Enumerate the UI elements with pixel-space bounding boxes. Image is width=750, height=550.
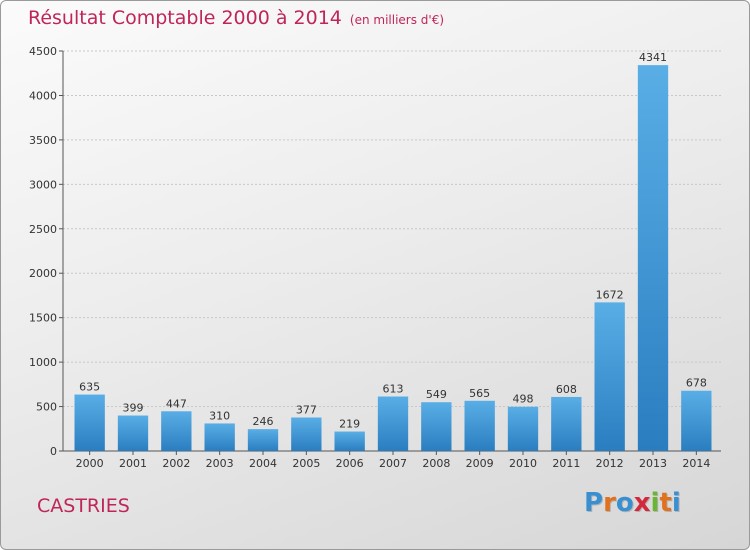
chart-title: Résultat Comptable 2000 à 2014 (en millie… [28,7,444,29]
y-tick-label: 0 [50,445,57,458]
logo-letter: o [615,488,634,518]
x-tick-label: 2002 [162,457,190,470]
x-tick-label: 2012 [596,457,624,470]
location-label: CASTRIES [37,495,130,517]
y-tick-label: 4000 [29,89,57,102]
data-label: 310 [209,409,230,422]
data-label: 608 [556,383,577,396]
x-tick-label: 2001 [119,457,147,470]
bar [681,390,712,451]
logo-letter: r [603,488,616,518]
x-tick-label: 2014 [682,457,710,470]
y-tick-label: 1000 [29,356,57,369]
x-tick-label: 2000 [76,457,104,470]
data-label: 377 [296,403,317,416]
data-label: 4341 [639,51,667,64]
y-tick-label: 3000 [29,178,57,191]
bar [161,411,192,451]
x-tick-label: 2004 [249,457,277,470]
bar [247,429,279,451]
bar [74,394,105,451]
bar [637,65,669,451]
x-tick-label: 2008 [422,457,450,470]
logo-letter: P [584,488,604,518]
bar [551,396,582,451]
bar [421,402,452,451]
bar [464,400,495,451]
logo-letter: i [671,488,681,518]
x-tick-label: 2007 [379,457,407,470]
data-label: 399 [123,402,144,415]
y-tick-label: 4500 [29,45,57,58]
y-tick-label: 2500 [29,223,57,236]
bar [117,415,149,451]
data-label: 635 [79,381,100,394]
bar [377,396,409,451]
y-tick-label: 500 [36,401,57,414]
bar [334,431,365,451]
data-label: 246 [253,415,274,428]
proxiti-logo: Proxiti [584,488,681,518]
data-label: 678 [686,377,707,390]
x-tick-label: 2013 [639,457,667,470]
data-label: 447 [166,397,187,410]
y-tick-label: 2000 [29,267,57,280]
logo-letter: t [659,488,672,518]
x-tick-label: 2006 [336,457,364,470]
logo-letter: x [633,488,651,518]
bar [204,423,235,451]
data-label: 565 [469,387,490,400]
chart-title-text: Résultat Comptable 2000 à 2014 [28,7,342,29]
data-label: 219 [339,418,360,431]
x-tick-label: 2009 [466,457,494,470]
x-tick-label: 2011 [552,457,580,470]
chart-subtitle: (en milliers d'€) [349,13,445,27]
data-label: 498 [513,393,534,406]
logo-letter: i [650,488,660,518]
bar [507,406,539,451]
x-tick-label: 2005 [292,457,320,470]
bar [291,417,322,451]
y-tick-label: 3500 [29,134,57,147]
y-tick-label: 1500 [29,312,57,325]
data-label: 613 [383,383,404,396]
data-label: 549 [426,388,447,401]
bar [594,302,625,451]
x-tick-label: 2010 [509,457,537,470]
data-label: 1672 [596,288,624,301]
x-tick-label: 2003 [206,457,234,470]
